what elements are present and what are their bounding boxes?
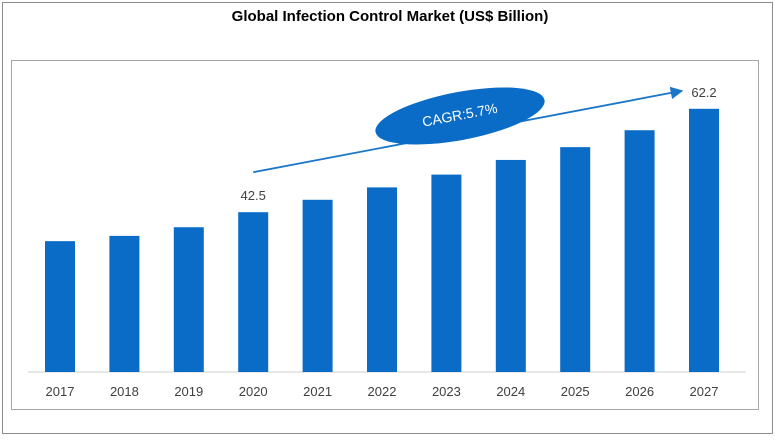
bar-2017 xyxy=(45,241,75,372)
cagr-badge: CAGR:5.7% xyxy=(375,87,545,145)
bar-2019 xyxy=(173,227,204,372)
x-tick-label-2021: 2021 xyxy=(303,384,332,399)
x-tick-label-2020: 2020 xyxy=(239,384,268,399)
bar-2023 xyxy=(431,174,462,372)
bar-2022 xyxy=(367,187,397,372)
x-tick-labels: 2017 2018 2019 2020 2021 2022 2023 2024 2025 2026… xyxy=(46,384,719,399)
bar-2020 xyxy=(238,212,269,372)
x-tick-label-2026: 2026 xyxy=(625,384,654,399)
x-tick-label-2022: 2022 xyxy=(368,384,397,399)
chart-title: Global Infection Control Market (US$ Bil… xyxy=(231,8,549,25)
x-tick-label-2024: 2024 xyxy=(496,384,525,399)
data-labels: 42.5 62.2 xyxy=(241,85,717,203)
bar-2018 xyxy=(109,235,140,372)
x-tick-label-2018: 2018 xyxy=(110,384,139,399)
data-label-2027: 62.2 xyxy=(691,85,716,100)
bar-2026 xyxy=(624,130,655,372)
plot-area xyxy=(11,60,759,410)
bars xyxy=(45,108,719,373)
bar-2021 xyxy=(302,199,333,372)
bar-2025 xyxy=(560,147,591,372)
x-tick-label-2019: 2019 xyxy=(174,384,203,399)
cagr-ellipse xyxy=(375,87,545,145)
bar-2024 xyxy=(495,159,526,372)
data-label-2020: 42.5 xyxy=(241,188,266,203)
bar-2027 xyxy=(689,108,719,373)
x-tick-label-2025: 2025 xyxy=(561,384,590,399)
x-tick-label-2027: 2027 xyxy=(690,384,719,399)
x-tick-label-2023: 2023 xyxy=(432,384,461,399)
x-tick-label-2017: 2017 xyxy=(46,384,75,399)
